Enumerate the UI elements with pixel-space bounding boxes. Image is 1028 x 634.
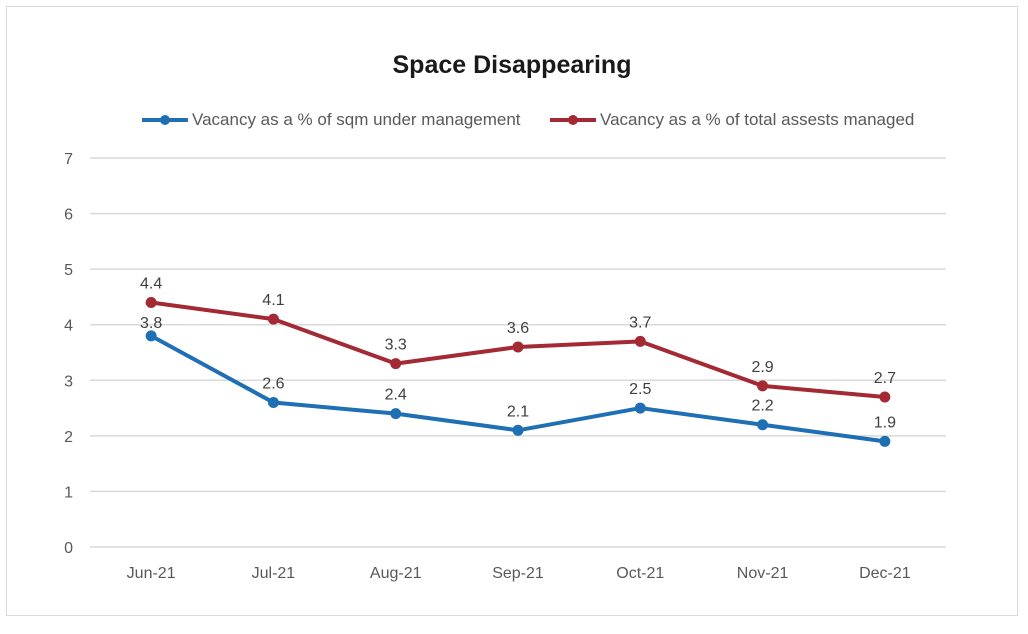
- data-label: 3.7: [629, 314, 651, 331]
- data-point: [512, 341, 524, 353]
- x-tick-label: Nov-21: [737, 565, 789, 582]
- x-tick-label: Aug-21: [370, 565, 422, 582]
- data-label: 3.8: [140, 315, 162, 332]
- data-label: 2.1: [507, 403, 529, 420]
- x-tick-label: Jul-21: [252, 565, 296, 582]
- x-tick-label: Dec-21: [859, 565, 911, 582]
- y-tick-label: 3: [64, 373, 73, 390]
- data-label: 2.2: [751, 398, 773, 415]
- data-label: 3.3: [385, 337, 407, 354]
- data-label: 2.7: [874, 370, 896, 387]
- data-label: 1.9: [874, 414, 896, 431]
- data-label: 3.6: [507, 320, 529, 337]
- data-point: [634, 335, 646, 347]
- legend-label-sqm: Vacancy as a % of sqm under management: [192, 110, 521, 129]
- legend-item-assets: Vacancy as a % of total assests managed: [550, 110, 914, 130]
- y-tick-label: 0: [64, 540, 73, 557]
- chart-title: Space Disappearing: [392, 51, 632, 79]
- chart-legend: Vacancy as a % of sqm under management V…: [0, 110, 1028, 132]
- data-point: [145, 330, 157, 342]
- data-label: 2.5: [629, 381, 651, 398]
- x-tick-label: Oct-21: [616, 565, 664, 582]
- y-tick-label: 7: [64, 151, 73, 168]
- legend-marker-sqm: [142, 115, 188, 125]
- data-point: [267, 397, 279, 409]
- data-point: [879, 391, 891, 403]
- data-point: [512, 424, 524, 436]
- y-tick-label: 1: [64, 484, 73, 501]
- data-point: [757, 380, 769, 392]
- data-point: [267, 313, 279, 325]
- y-tick-label: 6: [64, 207, 73, 224]
- data-point: [879, 435, 891, 447]
- legend-label-assets: Vacancy as a % of total assests managed: [600, 110, 915, 129]
- x-tick-label: Jun-21: [127, 565, 176, 582]
- y-tick-label: 4: [64, 318, 73, 335]
- data-label: 2.4: [385, 387, 407, 404]
- legend-marker-assets: [550, 115, 596, 125]
- y-tick-label: 2: [64, 429, 73, 446]
- chart-frame: Space Disappearing: [6, 6, 1018, 616]
- data-point: [634, 402, 646, 414]
- data-label: 2.6: [262, 376, 284, 393]
- data-point: [145, 296, 157, 308]
- data-point: [390, 408, 402, 420]
- x-tick-label: Sep-21: [492, 565, 544, 582]
- legend-item-sqm: Vacancy as a % of sqm under management: [142, 110, 521, 130]
- data-point: [757, 419, 769, 431]
- data-label: 4.1: [262, 292, 284, 309]
- data-label: 4.4: [140, 275, 162, 292]
- legend-dot-sqm: [160, 115, 170, 125]
- legend-dot-assets: [568, 115, 578, 125]
- data-label: 2.9: [751, 359, 773, 376]
- data-point: [390, 358, 402, 370]
- y-tick-label: 5: [64, 262, 73, 279]
